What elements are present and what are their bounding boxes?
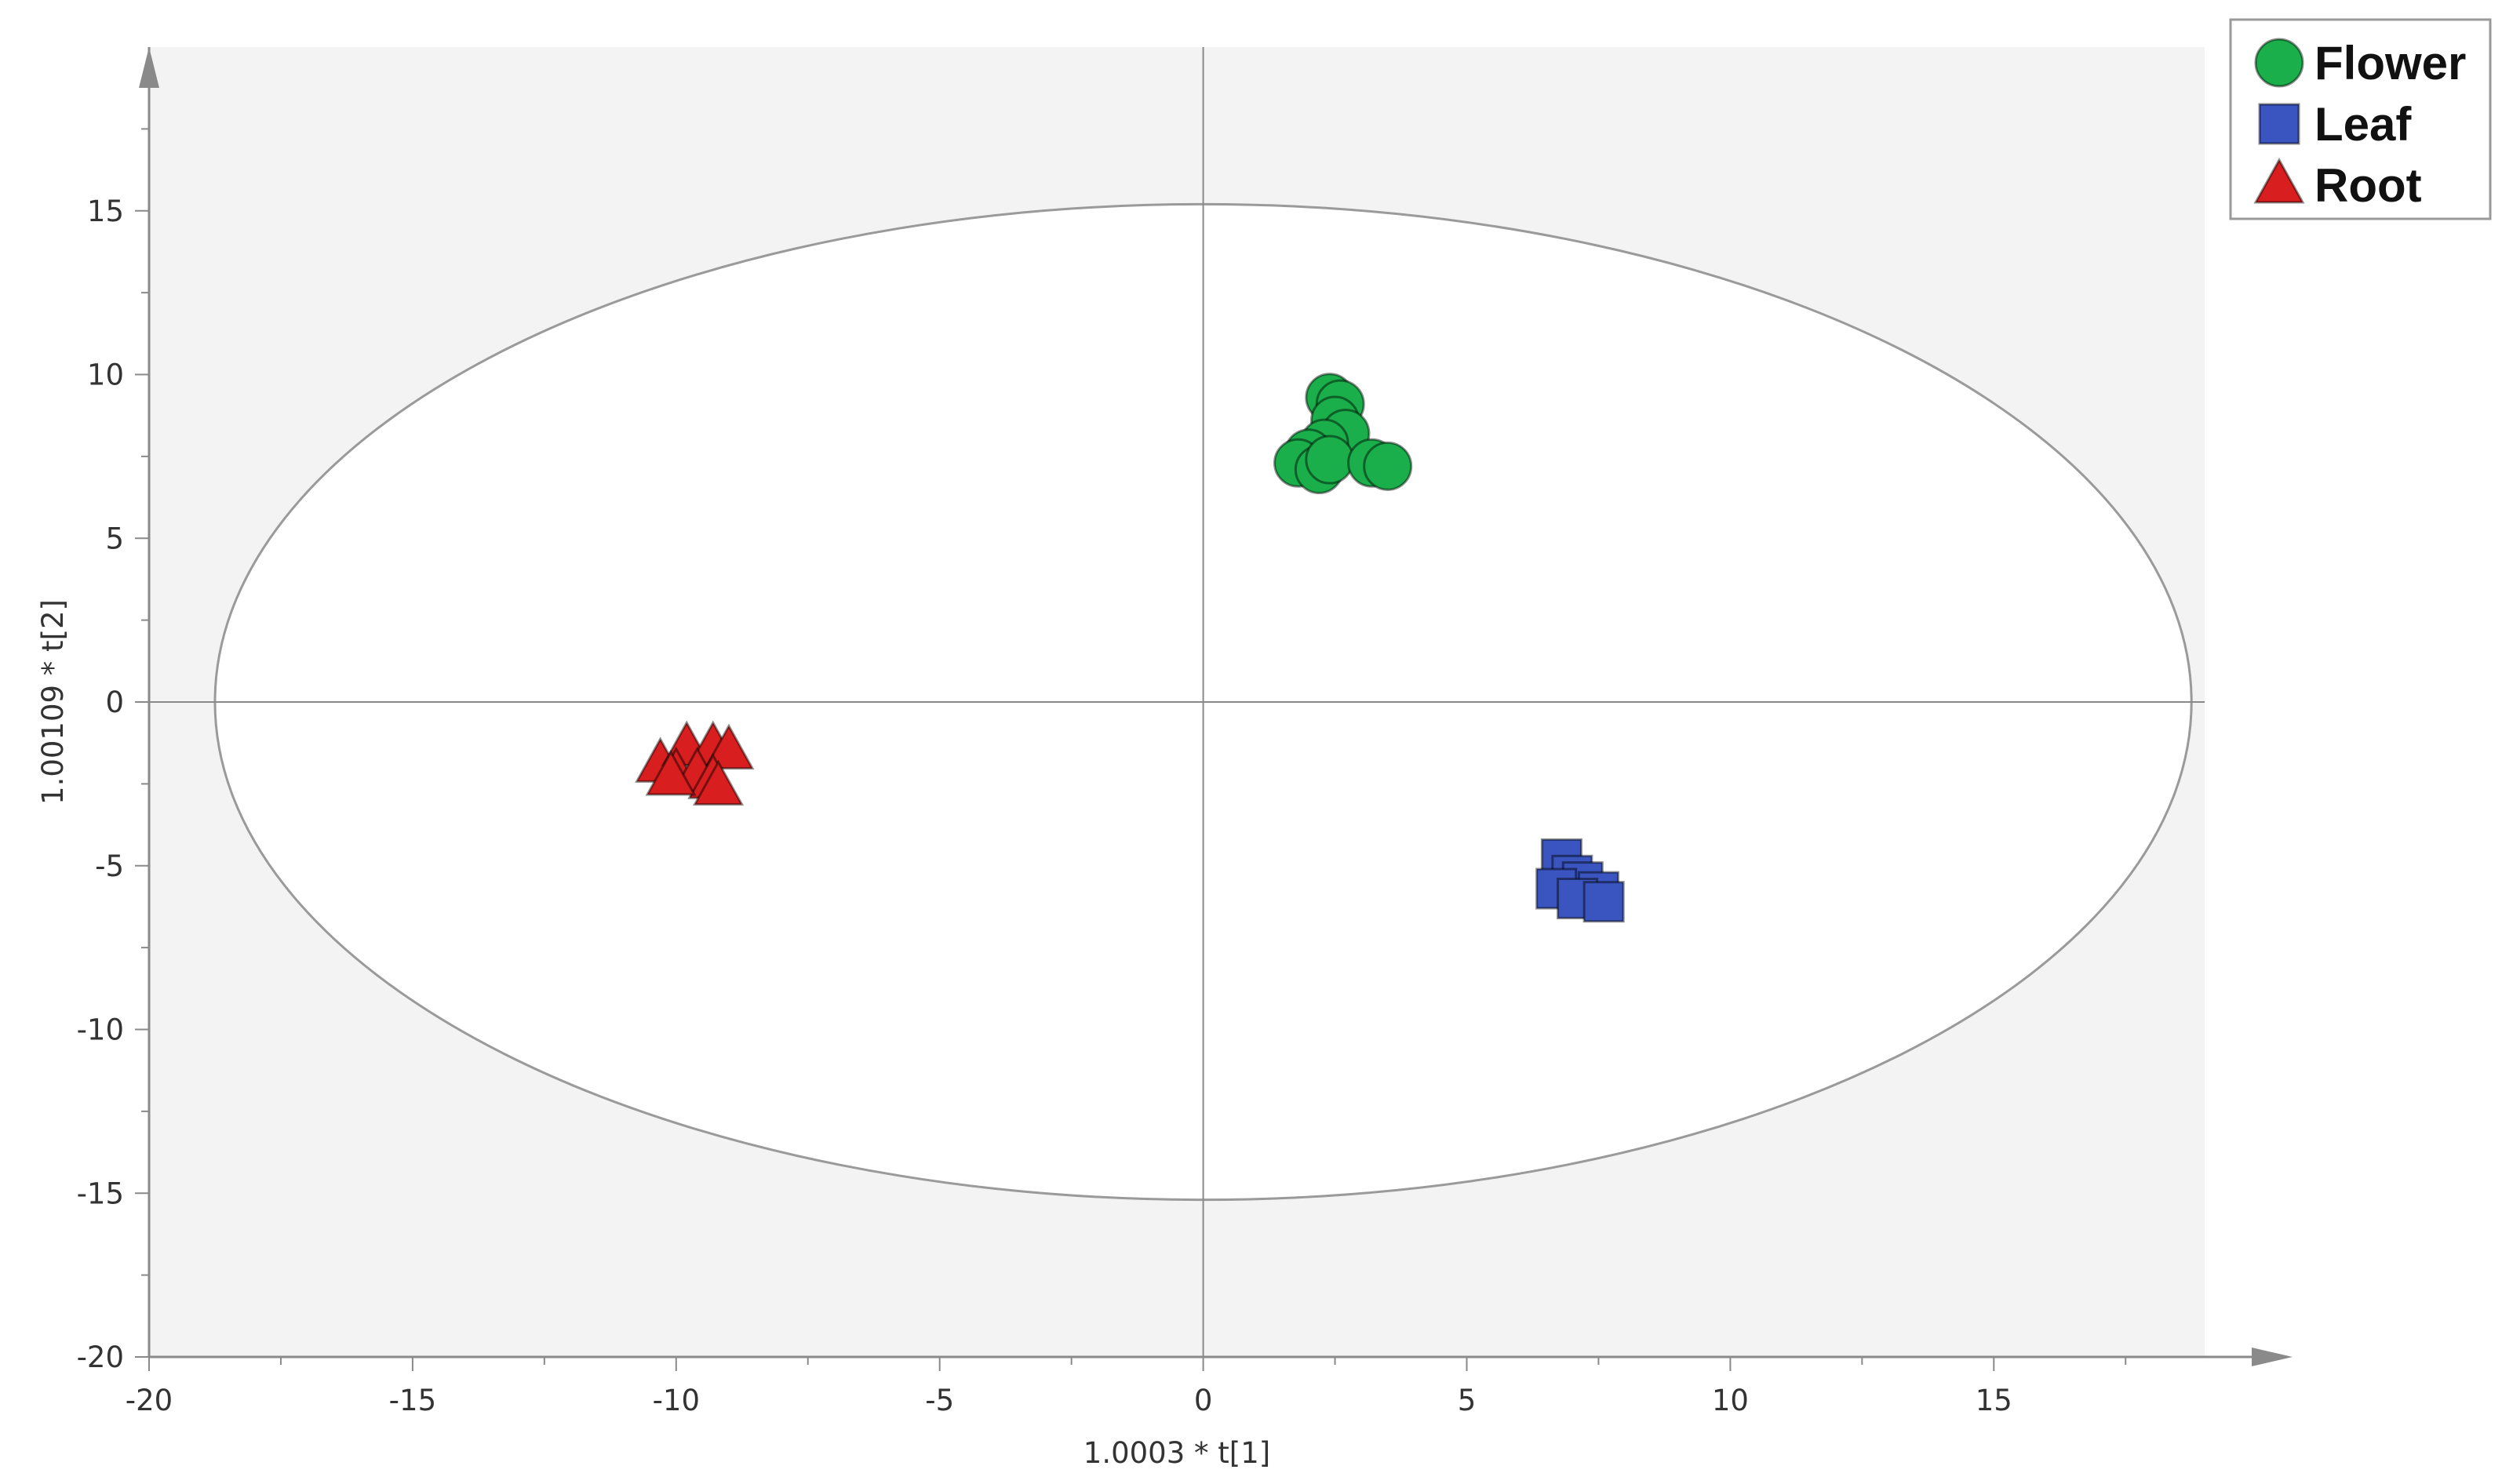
x-tick-label: -5 (925, 1384, 954, 1417)
leaf-point (1582, 881, 1625, 923)
y-tick-label: -5 (95, 849, 124, 883)
series-flower (1273, 373, 1413, 495)
legend-label-root: Root (2314, 159, 2422, 212)
y-axis-title: 1.00109 * t[2] (36, 599, 70, 805)
y-tick-label: 10 (87, 358, 124, 392)
x-axis-ticks: -20 -15 -10 -5 0 5 10 15 (126, 1357, 2127, 1417)
y-tick-label: 15 (87, 195, 124, 228)
legend-label-leaf: Leaf (2314, 98, 2412, 151)
data-points (635, 373, 1625, 923)
x-axis-arrow (2252, 1348, 2293, 1366)
series-root (635, 720, 755, 806)
x-tick-label: -20 (126, 1384, 173, 1417)
y-tick-label: -15 (77, 1177, 124, 1210)
y-axis-ticks: -20 -15 -10 -5 0 5 10 15 (77, 128, 149, 1374)
y-tick-label: 5 (105, 522, 124, 555)
legend-square-icon (2258, 103, 2300, 145)
x-tick-label: 10 (1712, 1384, 1749, 1417)
x-axis-title: 1.0003 * t[1] (1083, 1436, 1270, 1470)
flower-point (1363, 441, 1413, 491)
y-tick-label: -10 (77, 1013, 124, 1047)
x-tick-label: -15 (389, 1384, 436, 1417)
legend-label-flower: Flower (2314, 37, 2466, 89)
legend-items: Flower Leaf Root (2253, 37, 2466, 212)
x-tick-label: -10 (653, 1384, 700, 1417)
flower-point (1305, 435, 1355, 485)
x-tick-label: 15 (1976, 1384, 2012, 1417)
legend: Flower Leaf Root (2229, 18, 2492, 220)
root-point (692, 759, 745, 806)
x-tick-label: 0 (1194, 1384, 1213, 1417)
legend-circle-icon (2254, 38, 2304, 88)
legend-triangle-icon (2253, 157, 2305, 204)
x-tick-label: 5 (1458, 1384, 1477, 1417)
y-tick-label: 0 (105, 686, 124, 719)
y-tick-label: -20 (77, 1340, 124, 1374)
root-point (645, 749, 697, 796)
y-axis-arrow (139, 47, 159, 88)
series-leaf (1535, 838, 1625, 923)
root-point (703, 723, 755, 770)
